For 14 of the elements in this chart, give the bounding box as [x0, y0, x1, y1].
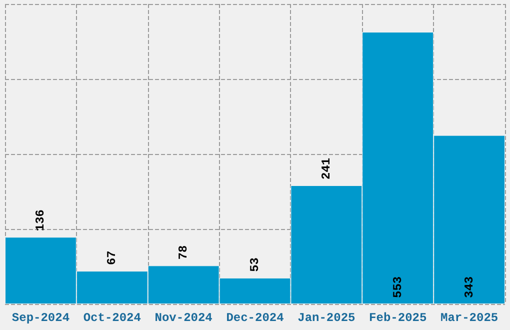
data-label: 53	[248, 258, 262, 272]
x-tick-label: Sep-2024	[12, 311, 70, 325]
x-tick-label: Oct-2024	[83, 311, 141, 325]
data-label: 67	[105, 250, 120, 266]
data-label: 136	[34, 210, 48, 232]
x-tick-label: Dec-2024	[226, 311, 284, 325]
x-tick-label: Feb-2025	[369, 311, 427, 325]
data-label: 553	[390, 276, 405, 298]
data-label: 343	[462, 276, 476, 298]
data-label: 241	[319, 158, 334, 180]
x-tick-label: Jan-2025	[298, 311, 356, 325]
data-label: 78	[176, 245, 191, 260]
x-tick-label: Nov-2024	[154, 311, 212, 325]
x-tick-label: Mar-2025	[440, 311, 498, 325]
